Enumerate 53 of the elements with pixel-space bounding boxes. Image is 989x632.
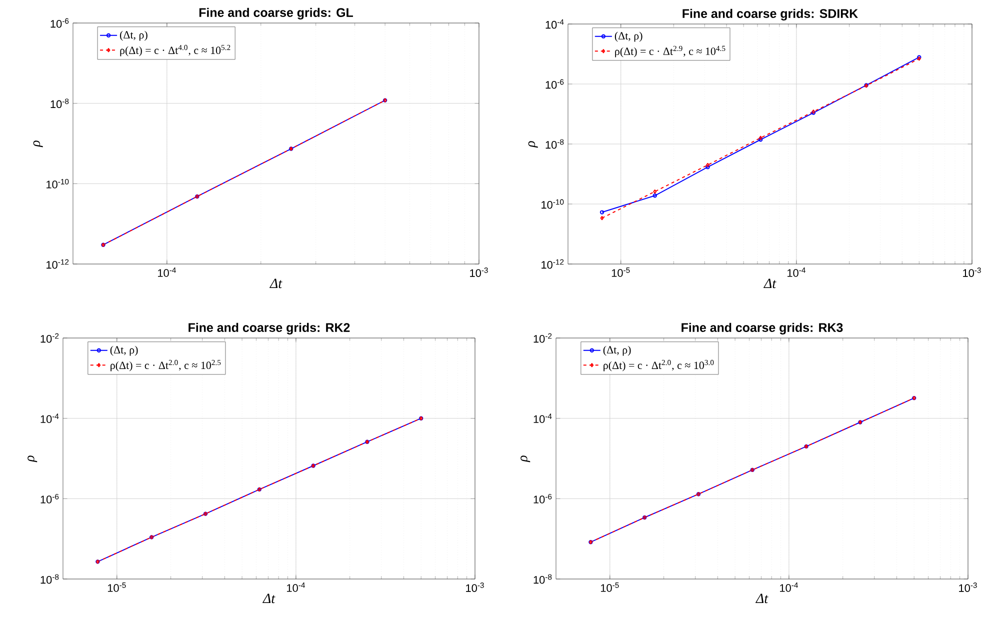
legend-label: (Δt, ρ) <box>603 346 631 356</box>
legend-label: ρ(Δt) = c · Δt$^{2.9}$, c ≈ 10$^{4.5}$ <box>615 46 726 58</box>
legend-label: ρ(Δt) = c · Δt$^{2.0}$, c ≈ 10$^{3.0}$ <box>604 360 714 372</box>
chart-title: Fine and coarse grids: SDIRK <box>682 8 858 20</box>
x-tick-label: 10$^{-3}$ <box>959 582 977 592</box>
y-tick-label: 10$^{-4}$ <box>546 19 564 29</box>
x-tick-label: 10$^{-4}$ <box>158 268 176 277</box>
chart-title: Fine and coarse grids: GL <box>199 8 353 20</box>
point <box>600 216 604 220</box>
chart-title: Fine and coarse grids: RK2 <box>188 322 350 334</box>
x-axis-title: Δt <box>755 594 768 604</box>
y-tick-label: 10$^{-6}$ <box>40 494 59 504</box>
x-tick-label: 10$^{-5}$ <box>108 582 126 592</box>
point <box>706 162 710 168</box>
y-tick-label: 10$^{-10}$ <box>46 178 69 188</box>
x-axis-title: Δt <box>262 594 276 604</box>
x-tick-label: 10$^{-3}$ <box>963 268 981 277</box>
y-axis-title: ρ <box>528 141 538 148</box>
y-tick-label: 10$^{-6}$ <box>50 18 69 28</box>
y-tick-label: 10$^{-2}$ <box>534 333 552 343</box>
y-tick-label: 10$^{-6}$ <box>534 494 552 504</box>
y-tick-label: 10$^{-2}$ <box>40 333 59 343</box>
x-axis-title: Δt <box>764 278 776 288</box>
x-tick-label: 10$^{-3}$ <box>470 268 488 277</box>
y-tick-label: 10$^{-4}$ <box>534 414 552 424</box>
y-tick-label: 10$^{-8}$ <box>50 98 69 108</box>
x-axis-title: Δt <box>269 278 282 288</box>
y-tick-label: 10$^{-12}$ <box>46 259 69 269</box>
legend-label: (Δt, ρ) <box>120 30 148 41</box>
legend-label: ρ(Δt) = c · Δt$^{2.0}$, c ≈ 10$^{2.5}$ <box>110 360 221 372</box>
chart-title: Fine and coarse grids: RK3 <box>682 322 843 334</box>
y-tick-label: 10$^{-6}$ <box>546 79 564 89</box>
point <box>706 165 710 170</box>
x-tick-label: 10$^{-3}$ <box>466 582 484 592</box>
x-tick-label: 10$^{-4}$ <box>287 582 305 592</box>
y-axis-title: ρ <box>33 140 43 148</box>
point <box>652 194 657 198</box>
x-tick-label: 10$^{-5}$ <box>600 582 619 592</box>
legend-label: (Δt, ρ) <box>110 346 138 356</box>
legend-label: ρ(Δt) = c · Δt$^{4.0}$, c ≈ 10$^{5.2}$ <box>120 44 230 56</box>
y-tick-label: 10$^{-10}$ <box>542 199 564 209</box>
y-tick-label: 10$^{-4}$ <box>40 414 59 424</box>
y-axis-title: ρ <box>520 456 530 462</box>
y-axis-title: ρ <box>28 456 38 462</box>
y-tick-label: 10$^{-12}$ <box>542 259 564 269</box>
y-tick-label: 10$^{-8}$ <box>40 574 59 584</box>
legend-label: (Δt, ρ) <box>614 32 642 42</box>
x-tick-label: 10$^{-5}$ <box>612 268 630 277</box>
x-tick-label: 10$^{-4}$ <box>780 582 798 592</box>
y-tick-label: 10$^{-8}$ <box>534 574 552 584</box>
y-tick-label: 10$^{-8}$ <box>546 139 564 149</box>
point <box>653 189 657 194</box>
x-tick-label: 10$^{-4}$ <box>788 268 806 277</box>
